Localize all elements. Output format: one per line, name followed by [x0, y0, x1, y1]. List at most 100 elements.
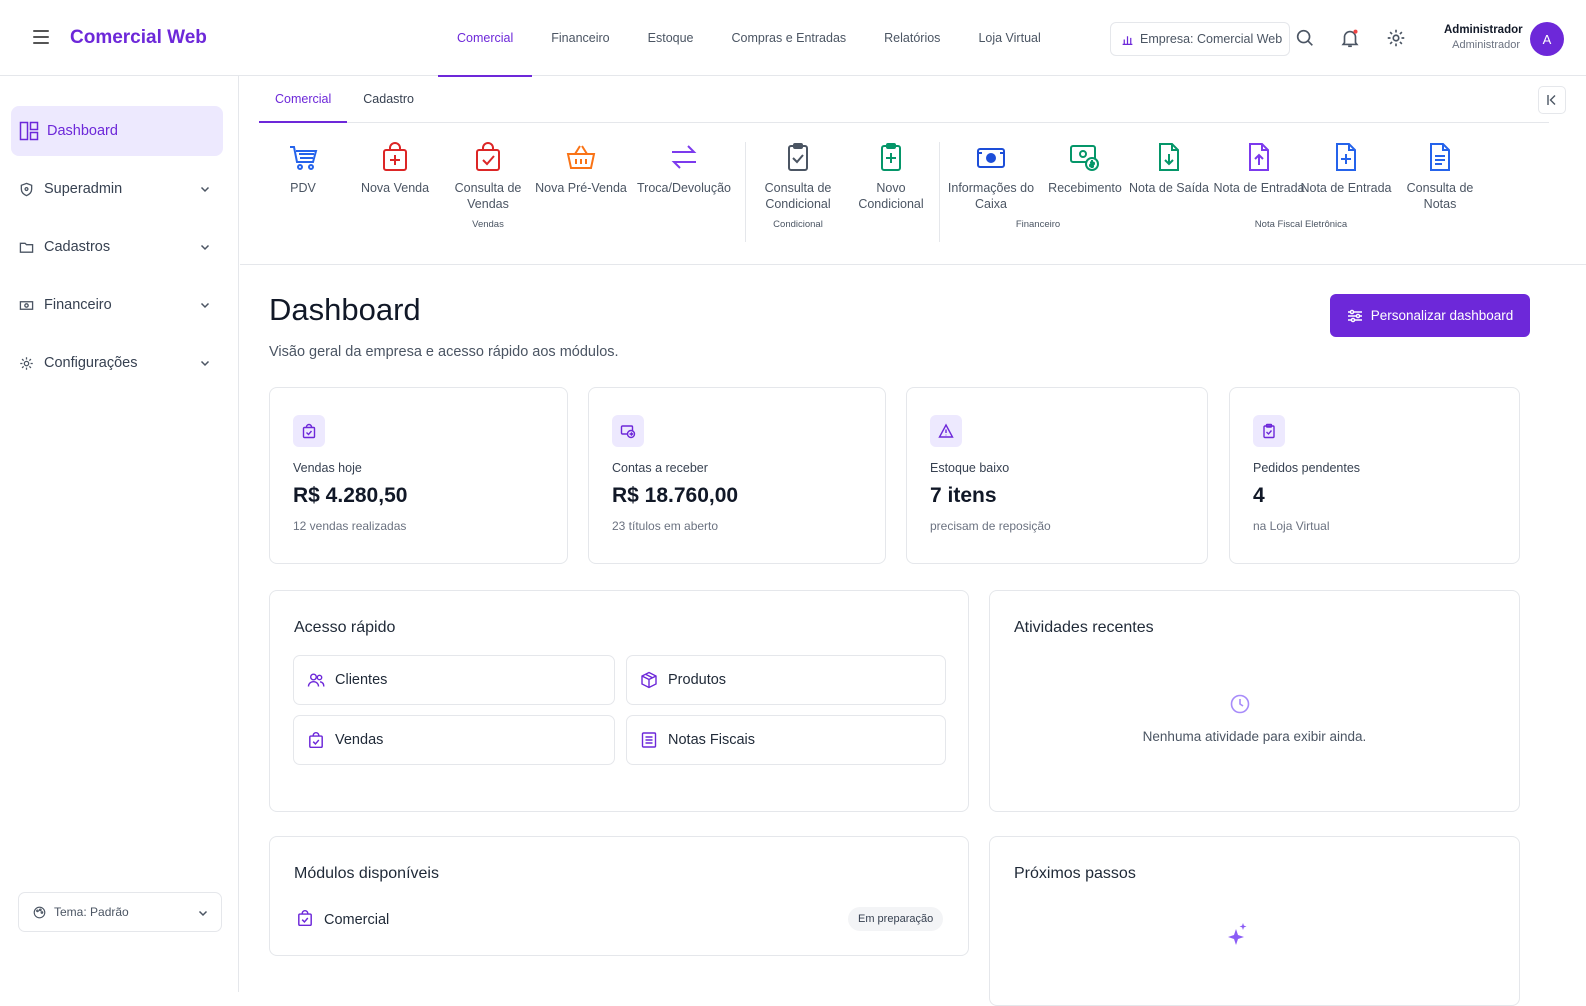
users-icon — [307, 673, 325, 687]
module-recebimento[interactable]: Recebimento — [1037, 140, 1133, 196]
module-troca-devolucao[interactable]: Troca/Devolução — [626, 140, 742, 196]
stat-value: 7 itens — [930, 484, 997, 507]
stat-label: Vendas hoje — [293, 461, 362, 475]
sidebar-item-label: Cadastros — [44, 239, 111, 255]
stat-value: R$ 18.760,00 — [612, 484, 739, 507]
stat-card-contas-receber[interactable]: Contas a receber R$ 18.760,00 23 títulos… — [588, 387, 886, 564]
clock-icon — [1230, 694, 1250, 714]
bag-icon — [302, 423, 316, 439]
collapse-panel-button[interactable] — [1538, 86, 1566, 114]
doc-down-icon — [1159, 143, 1179, 171]
module-nova-venda[interactable]: Nova Venda — [347, 140, 443, 196]
quick-clientes[interactable]: Clientes — [293, 655, 615, 705]
module-novo-condicional[interactable]: Novo Condicional — [843, 140, 939, 212]
quick-produtos[interactable]: Produtos — [626, 655, 946, 705]
clipboard-icon — [1263, 423, 1275, 439]
chevron-down-icon — [200, 244, 210, 251]
stat-value: 4 — [1253, 484, 1265, 507]
palette-icon — [33, 906, 46, 918]
warning-icon — [938, 423, 954, 438]
avatar[interactable]: A — [1530, 22, 1564, 56]
user-info[interactable]: Administrador Administrador — [1444, 24, 1523, 51]
sidebar-item-cadastros[interactable]: Cadastros — [11, 222, 223, 272]
module-name[interactable]: Comercial — [324, 912, 390, 928]
folder-icon — [19, 242, 34, 253]
group-label-financeiro: Financeiro — [1015, 219, 1061, 230]
sidebar-item-superadmin[interactable]: Superadmin — [11, 164, 223, 214]
module-label: Consulta de Notas — [1406, 181, 1474, 211]
sidebar-item-label: Financeiro — [44, 297, 112, 313]
module-label: Nova Venda — [360, 181, 430, 195]
building-icon — [1122, 35, 1133, 45]
company-label: Empresa: Comercial Web — [1140, 32, 1283, 46]
module-consulta-condicional[interactable]: Consulta de Condicional — [750, 140, 846, 212]
module-nota-entrada[interactable]: Nota de Entrada — [1211, 140, 1307, 196]
available-modules-card: Módulos disponíveis Comercial Em prepara… — [269, 836, 969, 956]
collapse-icon — [1547, 95, 1556, 105]
module-label: Nota de Entrada — [1213, 181, 1305, 195]
topnav-estoque[interactable]: Estoque — [647, 31, 694, 45]
module-label: Consulta de Condicional — [764, 181, 832, 211]
topnav-compras[interactable]: Compras e Entradas — [731, 31, 847, 45]
module-panel: Comercial Cadastro PDV Nova Venda Consul… — [240, 76, 1586, 265]
topnav-comercial[interactable]: Comercial — [438, 0, 533, 77]
card-title: Acesso rápido — [294, 619, 396, 636]
quick-label: Clientes — [335, 672, 388, 688]
sidebar-item-configuracoes[interactable]: Configurações — [11, 338, 223, 388]
tab-cadastro[interactable]: Cadastro — [363, 92, 414, 106]
sidebar-item-dashboard[interactable]: Dashboard — [11, 106, 223, 156]
topnav-relatorios[interactable]: Relatórios — [884, 31, 941, 45]
app-title[interactable]: Comercial Web — [70, 27, 207, 48]
sidebar: Dashboard Superadmin Cadastros Financeir… — [0, 76, 239, 992]
topnav-loja-virtual[interactable]: Loja Virtual — [978, 31, 1041, 45]
theme-selector[interactable]: Tema: Padrão — [18, 892, 222, 932]
doc-up-icon — [1249, 143, 1269, 171]
tab-comercial[interactable]: Comercial — [259, 76, 348, 123]
stat-card-pedidos-pendentes[interactable]: Pedidos pendentes 4 na Loja Virtual — [1229, 387, 1520, 564]
card-title: Módulos disponíveis — [294, 865, 439, 882]
module-nota-saida[interactable]: Nota de Saída — [1121, 140, 1217, 196]
module-consulta-vendas[interactable]: Consulta de Vendas — [440, 140, 536, 212]
group-label-condicional: Condicional — [773, 219, 823, 230]
module-informacoes-caixa[interactable]: Informações do Caixa — [943, 140, 1039, 212]
customize-dashboard-button[interactable]: Personalizar dashboard — [1330, 294, 1530, 337]
stat-value: R$ 4.280,50 — [293, 484, 408, 507]
bell-icon[interactable] — [1339, 27, 1361, 49]
main-content: Dashboard Visão geral da empresa e acess… — [240, 266, 1586, 1006]
sparkles-icon — [1228, 923, 1247, 945]
page-title: Dashboard — [269, 292, 421, 327]
search-icon[interactable] — [1294, 27, 1316, 49]
quick-notas-fiscais[interactable]: Notas Fiscais — [626, 715, 946, 765]
clipboard-check-icon — [788, 143, 808, 171]
theme-label: Tema: Padrão — [54, 905, 129, 919]
stat-label: Pedidos pendentes — [1253, 461, 1361, 475]
stat-label: Estoque baixo — [930, 461, 1010, 475]
company-selector[interactable]: Empresa: Comercial Web — [1110, 22, 1290, 56]
group-label-vendas: Vendas — [472, 219, 504, 230]
module-label: PDV — [290, 181, 316, 195]
gear-icon[interactable] — [1385, 27, 1407, 49]
topnav-financeiro[interactable]: Financeiro — [551, 31, 610, 45]
module-nota-entrada-2[interactable]: Nota de Entrada — [1298, 140, 1394, 196]
bag-icon — [309, 732, 323, 749]
doc-plus-icon — [1336, 143, 1356, 171]
sidebar-item-financeiro[interactable]: Financeiro — [11, 280, 223, 330]
module-consulta-notas[interactable]: Consulta de Notas — [1392, 140, 1488, 212]
chevron-down-icon — [198, 910, 208, 917]
doc-text-icon — [1430, 143, 1450, 171]
receipt-icon — [641, 732, 657, 748]
top-bar: Comercial Web Comercial Financeiro Estoq… — [0, 0, 1586, 77]
menu-icon[interactable] — [33, 30, 49, 44]
quick-label: Vendas — [335, 732, 384, 748]
box-icon — [641, 671, 657, 689]
bag-icon — [298, 910, 312, 927]
sidebar-item-label: Superadmin — [44, 181, 123, 197]
module-pdv[interactable]: PDV — [255, 140, 351, 196]
module-nova-pre-venda[interactable]: Nova Pré-Venda — [533, 140, 629, 196]
quick-vendas[interactable]: Vendas — [293, 715, 615, 765]
sidebar-item-label: Dashboard — [47, 123, 118, 139]
module-label: Novo Condicional — [858, 181, 924, 211]
module-label: Nova Pré-Venda — [535, 181, 627, 195]
stat-card-vendas-hoje[interactable]: Vendas hoje R$ 4.280,50 12 vendas realiz… — [269, 387, 568, 564]
stat-card-estoque-baixo[interactable]: Estoque baixo 7 itens precisam de reposi… — [906, 387, 1208, 564]
